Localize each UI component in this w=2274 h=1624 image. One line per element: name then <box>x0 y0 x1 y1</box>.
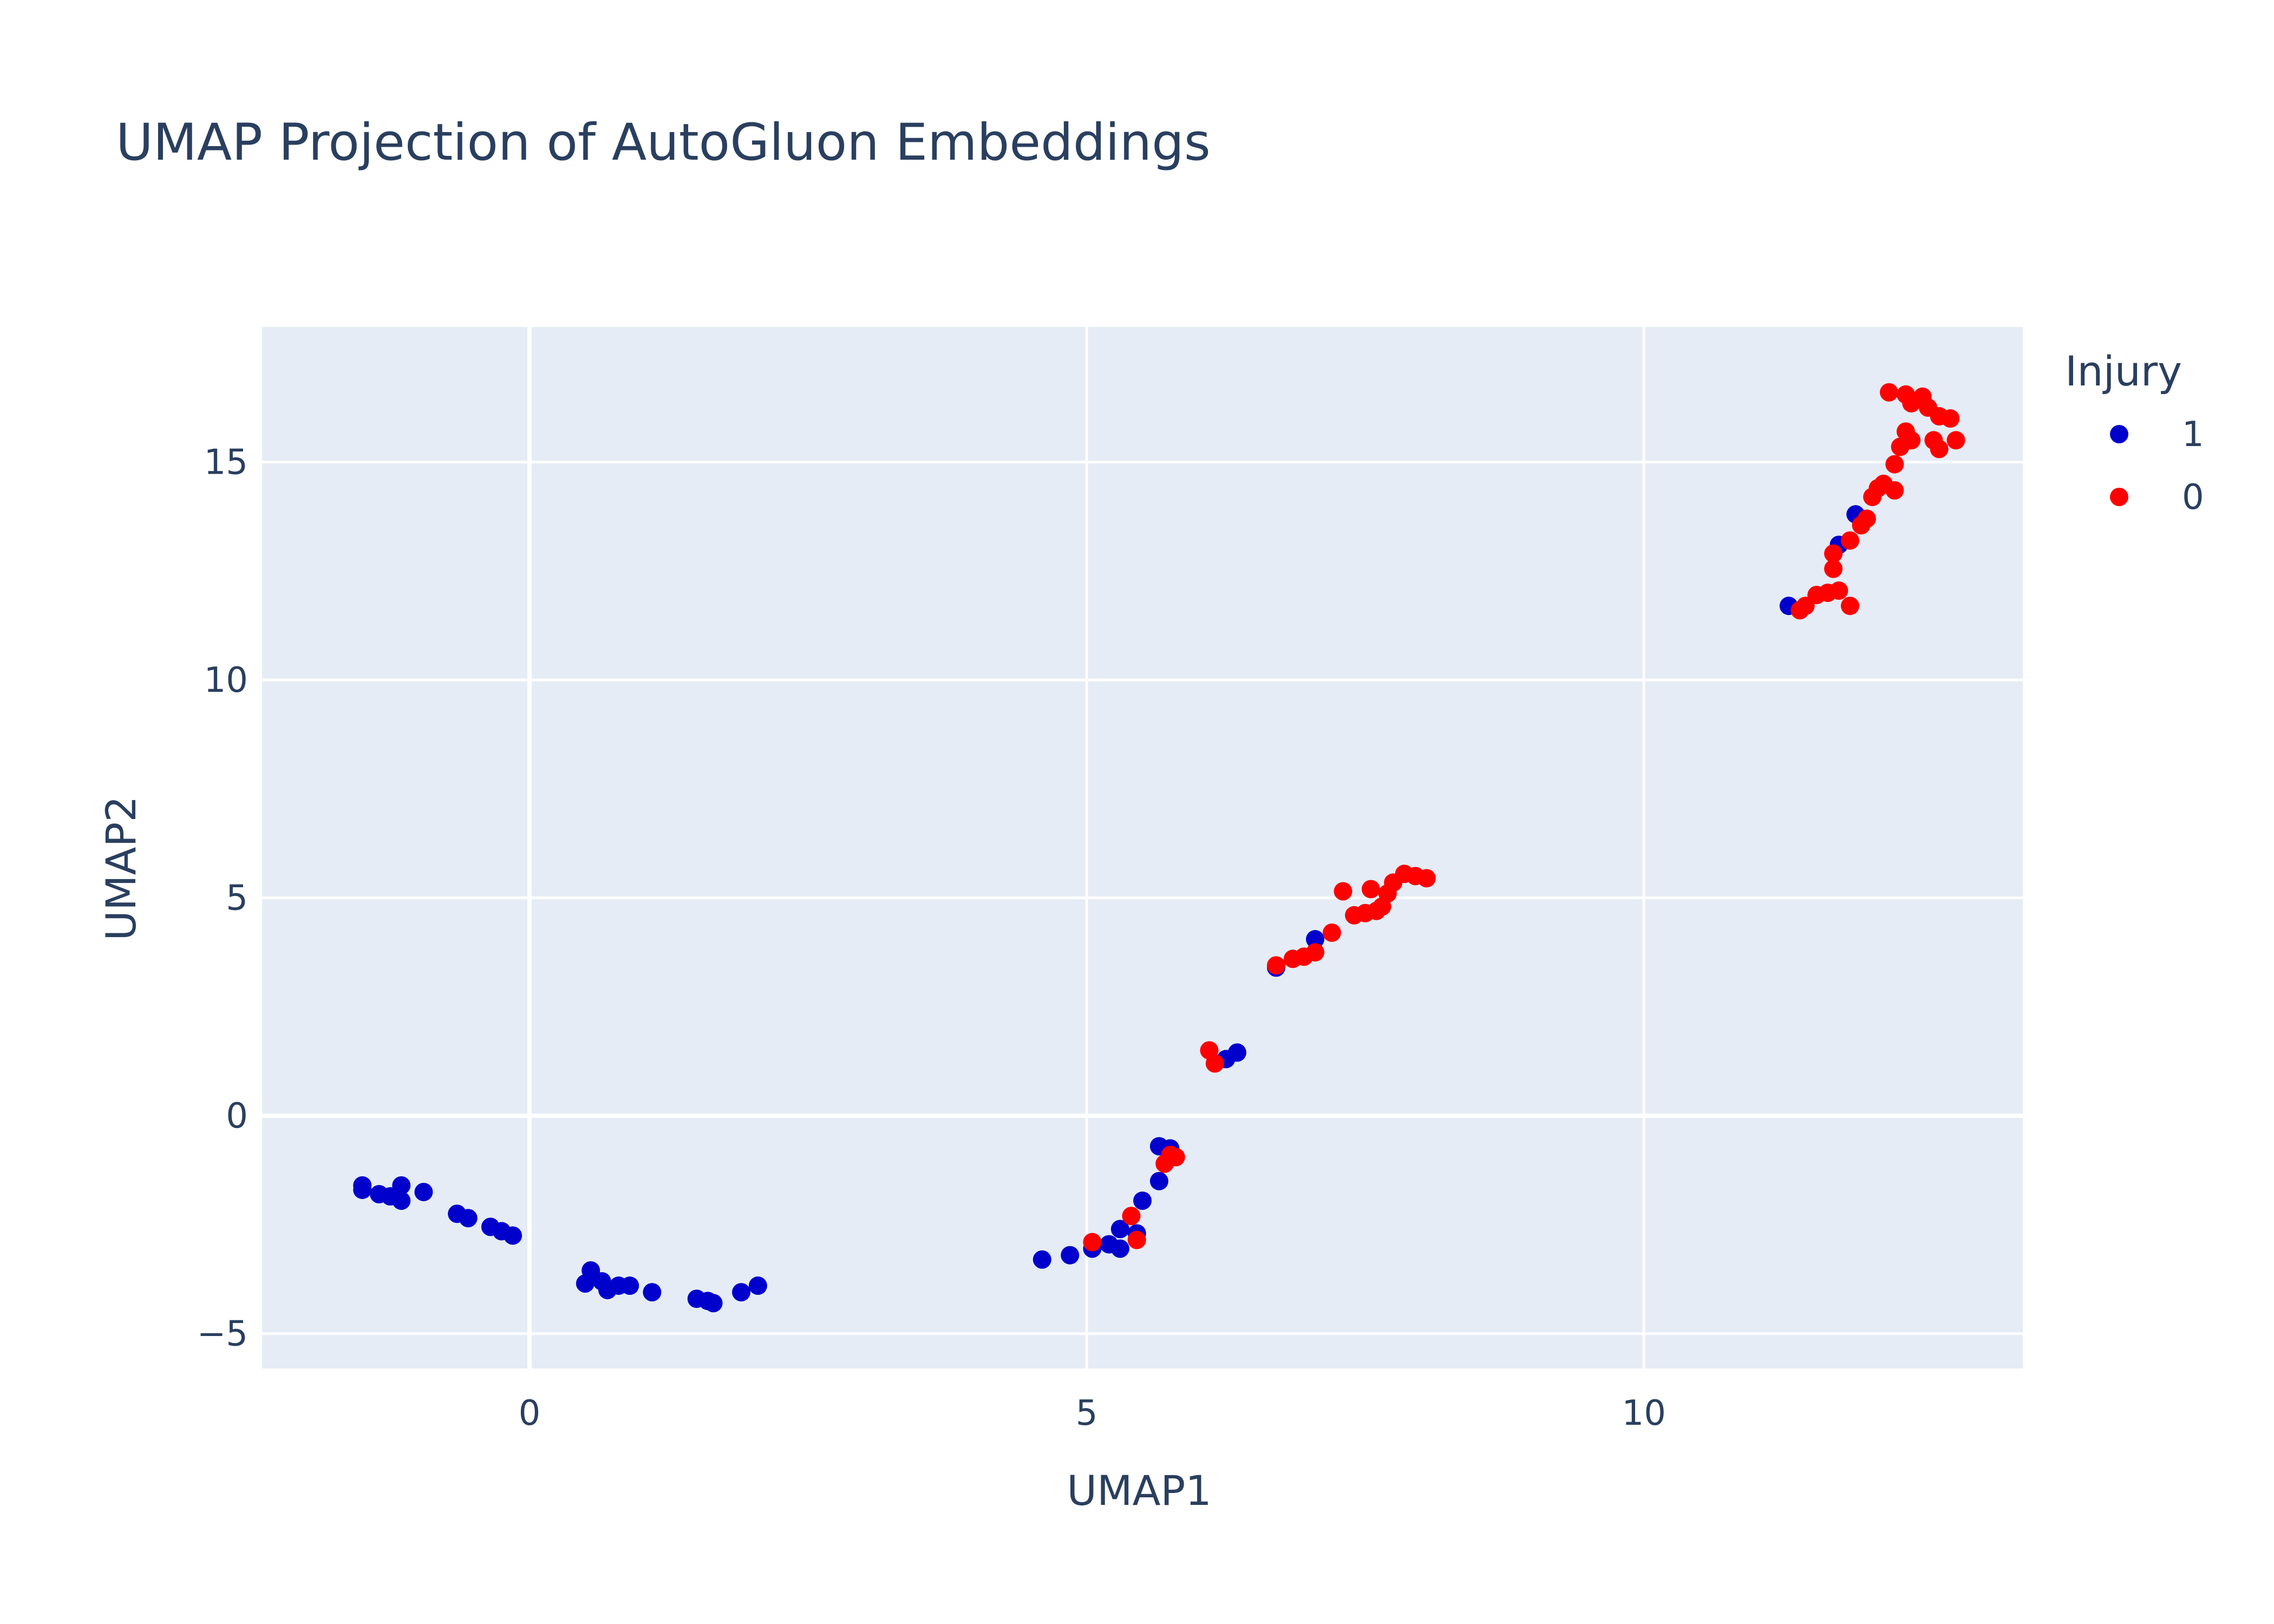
data-point <box>1110 1220 1129 1239</box>
legend-label: 1 <box>2182 415 2204 455</box>
data-point <box>414 1182 433 1201</box>
series-0 <box>1083 383 1965 1252</box>
y-tick-label: −5 <box>197 1314 248 1354</box>
data-point <box>1930 440 1949 459</box>
data-point <box>1840 597 1859 615</box>
data-point <box>1127 1230 1146 1249</box>
data-point <box>1122 1207 1141 1226</box>
x-tick-label: 10 <box>1622 1393 1665 1433</box>
data-point <box>643 1283 662 1302</box>
data-point <box>1149 1171 1168 1190</box>
data-point <box>620 1276 639 1295</box>
data-point <box>748 1276 767 1295</box>
y-tick-label: 15 <box>204 443 248 483</box>
plot-area <box>262 327 2023 1368</box>
data-point <box>1322 923 1341 942</box>
x-tick-label: 0 <box>519 1393 541 1433</box>
data-point <box>1083 1233 1102 1252</box>
data-point <box>1941 409 1960 428</box>
data-point <box>1133 1191 1152 1210</box>
legend: Injury 10 <box>2065 347 2204 518</box>
y-tick-label: 5 <box>226 879 248 919</box>
legend-marker <box>2110 425 2128 443</box>
data-point <box>459 1209 478 1228</box>
data-point <box>1885 455 1904 474</box>
data-point <box>1902 431 1921 450</box>
y-tick-label: 0 <box>226 1096 248 1136</box>
data-point <box>1110 1239 1129 1258</box>
data-point <box>1334 882 1352 901</box>
data-point <box>504 1226 522 1245</box>
data-point <box>1857 509 1876 528</box>
y-axis-ticks: −5 0 5 10 15 <box>197 443 248 1354</box>
data-point <box>1417 869 1436 888</box>
data-point <box>1033 1250 1051 1269</box>
data-point <box>1061 1246 1080 1265</box>
y-tick-label: 10 <box>204 660 248 700</box>
data-point <box>353 1180 372 1199</box>
data-point <box>1166 1148 1185 1167</box>
data-point <box>1829 581 1848 600</box>
x-axis-ticks: 0 5 10 <box>519 1393 1666 1433</box>
y-axis-title: UMAP2 <box>97 796 145 940</box>
data-points <box>353 383 1965 1313</box>
data-point <box>1306 930 1325 949</box>
data-point <box>1205 1054 1224 1073</box>
data-point <box>1227 1043 1246 1062</box>
x-tick-label: 5 <box>1076 1393 1098 1433</box>
chart-title: UMAP Projection of AutoGluon Embeddings <box>116 113 1211 172</box>
legend-items: 10 <box>2110 415 2204 518</box>
x-axis-title: UMAP1 <box>1067 1466 1211 1515</box>
data-point <box>1306 943 1325 962</box>
data-point <box>1824 559 1843 578</box>
data-point <box>1824 544 1843 563</box>
data-point <box>392 1176 411 1195</box>
legend-item-0[interactable]: 0 <box>2110 477 2204 518</box>
series-1 <box>353 505 1865 1313</box>
gridlines <box>262 327 2023 1368</box>
legend-marker <box>2110 488 2128 506</box>
data-point <box>1840 531 1859 550</box>
data-point <box>1880 383 1899 402</box>
data-point <box>704 1294 723 1313</box>
data-point <box>392 1191 411 1210</box>
data-point <box>1946 431 1965 450</box>
legend-item-1[interactable]: 1 <box>2110 415 2204 455</box>
data-point <box>732 1283 751 1302</box>
legend-title: Injury <box>2065 347 2182 395</box>
data-point <box>1885 481 1904 500</box>
data-point <box>1361 880 1380 899</box>
legend-label: 0 <box>2182 477 2204 518</box>
data-point <box>1266 956 1285 975</box>
